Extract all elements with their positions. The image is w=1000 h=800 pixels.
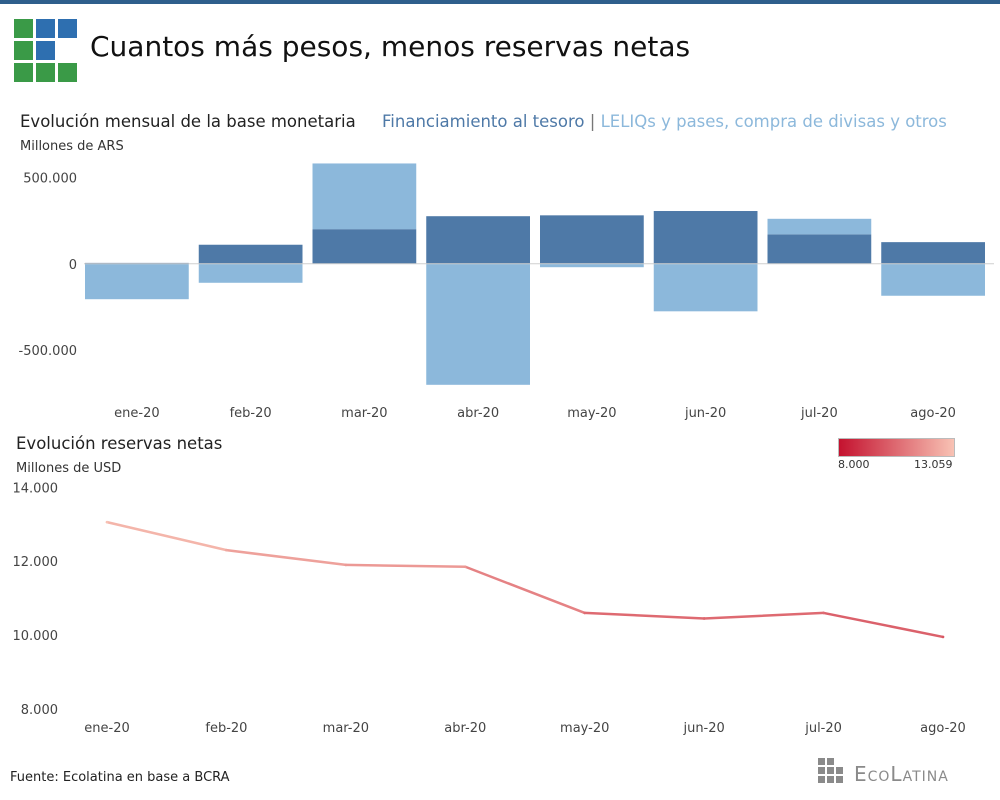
x-tick-label: jun-20 [682, 721, 724, 736]
page-title: Cuantos más pesos, menos reservas netas [90, 30, 691, 63]
y-tick-label: 0 [69, 258, 77, 273]
bar-leliqs [85, 263, 189, 300]
y-tick-label: 8.000 [21, 703, 58, 718]
x-tick-label: ene-20 [114, 406, 159, 421]
bar-leliqs [653, 263, 758, 312]
x-tick-label: may-20 [567, 406, 616, 421]
legend-leliqs: LELIQs y pases, compra de divisas y otro… [600, 112, 947, 131]
legend-financiamiento: Financiamiento al tesoro [382, 112, 585, 131]
chart2-subtitle: Evolución reservas netas [16, 434, 223, 453]
y-tick-label: 12.000 [13, 555, 59, 570]
bar-financiamiento [881, 242, 985, 264]
reserves-point [225, 548, 228, 552]
color-scale-legend [838, 438, 955, 457]
reserves-point [702, 617, 706, 620]
chart1-legend: Financiamiento al tesoro | LELIQs y pase… [382, 112, 947, 131]
x-tick-label: abr-20 [444, 721, 486, 736]
y-tick-label: 10.000 [13, 629, 59, 644]
brand-name: EcoLatina [854, 762, 949, 786]
x-tick-label: ene-20 [84, 721, 129, 736]
x-tick-label: abr-20 [457, 406, 499, 421]
bar-financiamiento [767, 234, 872, 264]
chart1-units: Millones de ARS [20, 139, 124, 154]
reserves-point [822, 611, 825, 615]
x-tick-label: ago-20 [910, 406, 956, 421]
x-tick-label: jul-20 [804, 721, 842, 736]
reserves-line-segment [225, 548, 348, 567]
bar-financiamiento [540, 215, 644, 264]
x-tick-label: feb-20 [205, 721, 247, 736]
chart1-subtitle: Evolución mensual de la base monetaria [20, 112, 356, 131]
x-tick-label: mar-20 [323, 721, 369, 736]
color-scale-max: 13.059 [914, 458, 953, 471]
reserves-line-segment [105, 520, 228, 552]
bar-leliqs [767, 218, 872, 235]
y-tick-label: 500.000 [23, 171, 77, 186]
color-scale-min: 8.000 [838, 458, 870, 471]
x-tick-label: ago-20 [920, 721, 966, 736]
bar-leliqs [881, 263, 985, 296]
x-tick-label: mar-20 [341, 406, 387, 421]
bar-financiamiento [653, 211, 758, 264]
reserves-line-segment [344, 563, 467, 569]
source-note: Fuente: Ecolatina en base a BCRA [10, 770, 230, 785]
reserves-line-segment [583, 611, 706, 620]
reserves-point [941, 635, 945, 639]
legend-separator: | [584, 112, 601, 131]
x-tick-label: may-20 [560, 721, 609, 736]
x-tick-label: jun-20 [684, 406, 726, 421]
reserves-point [344, 563, 348, 567]
reserves-point [583, 611, 587, 615]
bar-financiamiento [426, 216, 530, 264]
bar-leliqs [312, 163, 417, 230]
y-tick-label: -500.000 [19, 344, 77, 359]
reserves-point [463, 565, 467, 569]
monetary-base-bar-chart: 500.000 0 -500.000 ene-20 feb-20 mar-20 abr-20… [19, 163, 994, 421]
y-tick-label: 14.000 [13, 481, 59, 496]
reserves-point [105, 520, 109, 524]
bar-leliqs [426, 263, 530, 385]
chart2-units: Millones de USD [16, 461, 122, 476]
bar-financiamiento [198, 244, 303, 264]
brand-grid-icon [818, 758, 848, 788]
reserves-line-segment [464, 565, 586, 615]
reserves-line-segment [702, 611, 825, 620]
ecolatina-brand: EcoLatina [818, 758, 988, 790]
reserves-line-segment [822, 611, 945, 639]
x-tick-label: feb-20 [230, 406, 272, 421]
bar-financiamiento [312, 229, 417, 264]
x-tick-label: jul-20 [800, 406, 838, 421]
top-accent-bar [0, 0, 1000, 4]
brand-logo-icon [14, 19, 78, 83]
bar-leliqs [540, 263, 644, 268]
bar-leliqs [198, 263, 303, 283]
net-reserves-line-chart: 14.000 12.000 10.000 8.000 ene-20 feb-20 mar-2… [13, 481, 966, 736]
